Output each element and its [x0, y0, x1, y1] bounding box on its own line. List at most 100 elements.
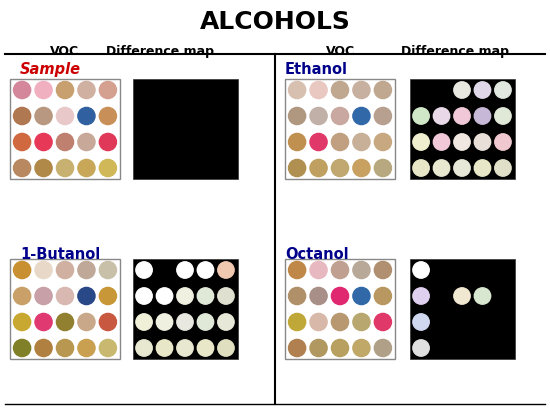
Circle shape	[177, 262, 193, 279]
Circle shape	[177, 314, 193, 330]
Circle shape	[375, 288, 392, 305]
Circle shape	[413, 135, 429, 151]
Circle shape	[57, 339, 74, 357]
Circle shape	[14, 108, 31, 125]
Circle shape	[14, 82, 31, 99]
Circle shape	[353, 339, 370, 357]
Text: Difference map: Difference map	[401, 45, 509, 58]
Circle shape	[136, 288, 152, 304]
Circle shape	[177, 288, 193, 304]
Circle shape	[100, 160, 117, 177]
Text: Difference map: Difference map	[106, 45, 214, 58]
Circle shape	[375, 314, 392, 331]
Circle shape	[57, 134, 74, 151]
Circle shape	[57, 288, 74, 305]
Circle shape	[413, 160, 429, 177]
Circle shape	[100, 339, 117, 357]
Circle shape	[310, 262, 327, 279]
Circle shape	[100, 314, 117, 331]
Circle shape	[289, 288, 306, 305]
Circle shape	[375, 134, 392, 151]
Circle shape	[413, 314, 429, 330]
Circle shape	[353, 314, 370, 331]
Circle shape	[35, 134, 52, 151]
Circle shape	[495, 135, 511, 151]
Circle shape	[289, 160, 306, 177]
Circle shape	[136, 314, 152, 330]
Circle shape	[332, 134, 349, 151]
Circle shape	[100, 134, 117, 151]
Circle shape	[156, 340, 173, 356]
Circle shape	[289, 82, 306, 99]
Bar	[10, 80, 120, 180]
Circle shape	[310, 288, 327, 305]
Circle shape	[218, 288, 234, 304]
Circle shape	[495, 108, 511, 125]
Circle shape	[332, 339, 349, 357]
Circle shape	[289, 134, 306, 151]
Circle shape	[433, 108, 450, 125]
Circle shape	[289, 314, 306, 331]
Circle shape	[78, 339, 95, 357]
Circle shape	[35, 108, 52, 125]
Circle shape	[78, 160, 95, 177]
Circle shape	[454, 288, 470, 304]
Circle shape	[310, 314, 327, 331]
Circle shape	[78, 108, 95, 125]
Text: 1-Butanol: 1-Butanol	[20, 246, 100, 261]
Circle shape	[353, 288, 370, 305]
Circle shape	[310, 339, 327, 357]
Circle shape	[197, 340, 213, 356]
Circle shape	[177, 340, 193, 356]
Circle shape	[136, 340, 152, 356]
Circle shape	[454, 83, 470, 99]
Text: VOC: VOC	[326, 45, 355, 58]
Circle shape	[35, 82, 52, 99]
Circle shape	[375, 82, 392, 99]
Circle shape	[78, 314, 95, 331]
Circle shape	[310, 134, 327, 151]
Circle shape	[495, 83, 511, 99]
Circle shape	[310, 82, 327, 99]
Circle shape	[35, 339, 52, 357]
Circle shape	[100, 108, 117, 125]
Circle shape	[35, 262, 52, 279]
Circle shape	[57, 314, 74, 331]
Circle shape	[474, 288, 491, 304]
Bar	[133, 259, 238, 359]
Circle shape	[495, 160, 511, 177]
Circle shape	[433, 135, 450, 151]
Circle shape	[332, 82, 349, 99]
Circle shape	[310, 160, 327, 177]
Circle shape	[100, 82, 117, 99]
Circle shape	[433, 160, 450, 177]
Circle shape	[197, 314, 213, 330]
Circle shape	[474, 83, 491, 99]
Circle shape	[156, 314, 173, 330]
Circle shape	[14, 160, 31, 177]
Circle shape	[310, 108, 327, 125]
Circle shape	[218, 340, 234, 356]
Circle shape	[100, 262, 117, 279]
Circle shape	[14, 262, 31, 279]
Circle shape	[413, 288, 429, 304]
Circle shape	[35, 160, 52, 177]
Circle shape	[413, 340, 429, 356]
Circle shape	[375, 262, 392, 279]
Circle shape	[14, 314, 31, 331]
Circle shape	[57, 160, 74, 177]
Circle shape	[353, 82, 370, 99]
Bar	[133, 80, 238, 180]
Circle shape	[156, 288, 173, 304]
Circle shape	[289, 339, 306, 357]
Bar	[410, 80, 514, 180]
Circle shape	[332, 108, 349, 125]
Circle shape	[197, 262, 213, 279]
Circle shape	[353, 262, 370, 279]
Circle shape	[289, 262, 306, 279]
Circle shape	[332, 262, 349, 279]
Circle shape	[57, 262, 74, 279]
Circle shape	[375, 160, 392, 177]
Circle shape	[78, 288, 95, 305]
Circle shape	[289, 108, 306, 125]
